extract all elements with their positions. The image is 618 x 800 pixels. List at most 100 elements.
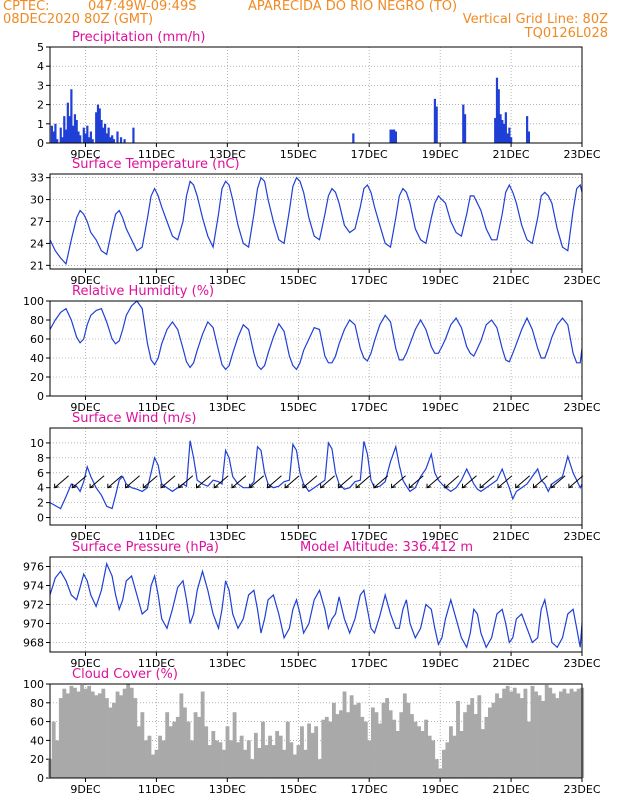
- cloud-bar: [278, 735, 283, 778]
- cloud-bar: [331, 702, 336, 778]
- cloud-bar: [275, 731, 280, 778]
- header-run-time: 08DEC2020 80Z (GMT): [3, 12, 154, 27]
- temp-xtick-label: 9DEC: [70, 274, 100, 287]
- cloud-bar: [58, 698, 63, 778]
- cloud-bar: [427, 735, 432, 778]
- cloud-bar: [392, 719, 397, 778]
- precip-bar: [66, 102, 69, 143]
- precip-bar: [86, 125, 89, 143]
- pressure-xtick-label: 9DEC: [70, 657, 100, 670]
- cloud-bar: [112, 702, 116, 778]
- precip-bar: [109, 137, 112, 143]
- cloud-bar: [346, 712, 350, 778]
- wind-arrow-shaft: [355, 475, 371, 489]
- cloud-bar: [335, 714, 340, 778]
- wind-arrow-shaft: [89, 475, 105, 489]
- rh-ytick-label: 40: [30, 352, 44, 365]
- precip-bar: [59, 127, 62, 143]
- precip-panel: Precipitation (mm/h) 0 1 2 3 4 5 9DEC 11DEC 13DEC…: [37, 30, 601, 161]
- cloud-bar: [161, 740, 166, 778]
- cloud-bar: [449, 726, 453, 778]
- precip-bar: [394, 131, 397, 143]
- precip-bar: [89, 131, 92, 143]
- wind-panel: Surface Wind (m/s) 0 2 4 6 8 10 9DEC 11DEC 13DEC 1…: [30, 411, 601, 543]
- cloud-bar: [282, 749, 287, 778]
- cloud-bar: [140, 712, 145, 778]
- wind-arrow-head: [125, 483, 130, 489]
- wind-arrow-shaft: [479, 475, 495, 489]
- precip-xtick-label: 15DEC: [280, 148, 317, 161]
- precip-bar: [504, 112, 507, 143]
- cloud-bar: [374, 712, 379, 778]
- wind-arrow-head: [444, 483, 449, 489]
- precip-xtick-label: 23DEC: [563, 148, 600, 161]
- precip-bar: [84, 133, 87, 143]
- precip-bar: [501, 119, 504, 143]
- rh-ytick-label: 20: [30, 371, 44, 384]
- cloud-bar: [197, 716, 202, 778]
- wind-xtick-label: 23DEC: [563, 530, 600, 543]
- cloud-bar: [264, 745, 269, 778]
- wind-arrow-head: [373, 483, 378, 489]
- rh-ytick-label: 0: [37, 390, 44, 403]
- cloud-bar: [558, 691, 563, 778]
- precip-xtick-label: 11DEC: [138, 148, 175, 161]
- precip-xtick-label: 17DEC: [351, 148, 388, 161]
- cloud-bar: [406, 702, 411, 778]
- cloud-bar: [73, 687, 77, 778]
- precip-bar: [98, 108, 101, 143]
- cloud-bar: [317, 759, 322, 778]
- pressure-xtick-label: 17DEC: [351, 657, 388, 670]
- precip-bar: [132, 127, 135, 143]
- cloud-bar: [441, 749, 446, 778]
- cloud-bar: [491, 702, 496, 778]
- cloud-bar: [51, 721, 56, 778]
- wind-arrow-head: [284, 483, 290, 489]
- temp-xtick-label: 13DEC: [209, 274, 246, 287]
- cloud-bar: [512, 687, 517, 778]
- cloud-bar: [129, 687, 134, 778]
- cloud-bar: [456, 700, 460, 778]
- cloud-bar: [271, 745, 276, 778]
- cloud-bar: [353, 704, 358, 778]
- precip-xtick-label: 19DEC: [422, 148, 459, 161]
- cloud-ytick-label: 80: [30, 697, 44, 710]
- header-grid-note: Vertical Grid Line: 80Z: [462, 12, 608, 27]
- wind-arrow-head: [302, 483, 308, 489]
- precip-bar: [119, 137, 123, 143]
- cloud-bar: [239, 735, 244, 778]
- cloud-bar: [473, 714, 478, 778]
- precip-bar: [77, 131, 80, 143]
- cloud-bar: [519, 698, 524, 778]
- wind-arrow-head: [71, 483, 77, 489]
- wind-arrow-shaft: [54, 475, 69, 489]
- cloud-bar: [477, 695, 482, 778]
- wind-arrow-head: [408, 483, 414, 489]
- cloud-bar: [175, 716, 180, 778]
- cloud-bar: [370, 707, 375, 778]
- precip-bar: [75, 119, 78, 143]
- cloud-bar: [385, 698, 390, 778]
- precip-bar: [506, 133, 509, 143]
- wind-arrow-head: [391, 483, 396, 489]
- wind-arrow-shaft: [231, 475, 247, 489]
- cloud-bar: [523, 688, 528, 778]
- precip-bar: [64, 129, 68, 143]
- temp-ytick-label: 24: [30, 237, 44, 250]
- pressure-xtick-label: 15DEC: [280, 657, 317, 670]
- precip-xtick-label: 9DEC: [70, 148, 100, 161]
- cloud-bar: [409, 714, 414, 778]
- cloud-bar: [158, 735, 163, 778]
- precip-bar: [352, 133, 355, 143]
- precip-bar: [68, 116, 71, 143]
- cloud-bar: [548, 687, 553, 778]
- cloud-bar: [190, 740, 194, 778]
- precip-title: Precipitation (mm/h): [72, 30, 205, 45]
- cloud-bar: [115, 691, 120, 778]
- wind-arrow-head: [231, 483, 237, 489]
- precip-bar: [88, 137, 91, 143]
- wind-arrow-shaft: [550, 475, 566, 489]
- precip-bar: [70, 89, 73, 143]
- wind-xtick-label: 15DEC: [280, 530, 317, 543]
- pressure-series-line: [49, 561, 583, 649]
